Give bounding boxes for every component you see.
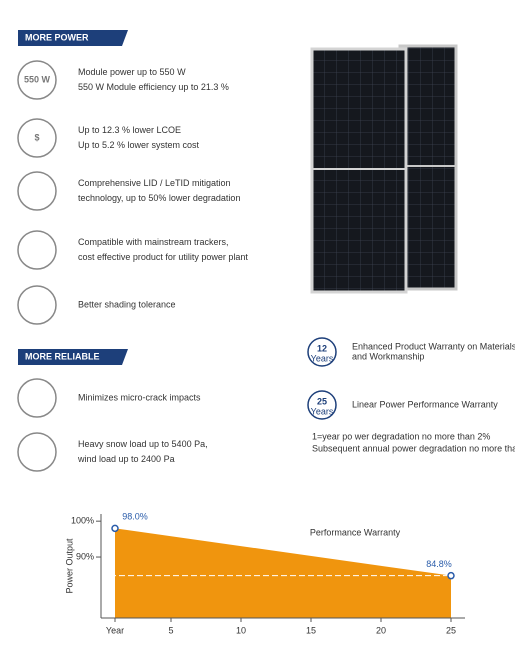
icon-label: $ [34, 132, 39, 142]
warranty-text: and Workmanship [352, 351, 424, 361]
warranty-badge [307, 390, 337, 420]
y-tick-label: 90% [76, 551, 94, 561]
y-tick-label: 100% [71, 516, 94, 526]
x-tick-label: 10 [236, 625, 246, 635]
item-text: Comprehensive LID / LeTID mitigation [78, 178, 231, 188]
icon-label: 550 W [24, 74, 51, 84]
item-icon [17, 230, 57, 270]
section-banner [18, 30, 128, 46]
data-point [111, 524, 119, 533]
x-tick-label: 20 [376, 625, 386, 635]
warranty-note: 1=year po wer degradation no more than 2… [312, 431, 490, 441]
item-icon [17, 171, 57, 211]
warranty-text: Linear Power Performance Warranty [352, 399, 498, 409]
item-text: Compatible with mainstream trackers, [78, 237, 229, 247]
warranty-note: Subsequent annual power degradation no m… [312, 443, 515, 453]
item-icon [17, 432, 57, 472]
badge-number: 12 [317, 343, 327, 353]
item-text: wind load up to 2400 Pa [77, 454, 175, 464]
value-label: 98.0% [122, 512, 148, 522]
item-text: Module power up to 550 W [78, 67, 186, 77]
data-point [447, 571, 455, 580]
y-axis-label: Power Output [64, 538, 74, 594]
section-banner [18, 349, 128, 365]
item-text: Up to 12.3 % lower LCOE [78, 125, 181, 135]
x-tick-label: 15 [306, 625, 316, 635]
chart-title: Performance Warranty [310, 527, 401, 537]
section-title: MORE POWER [25, 32, 89, 42]
item-icon [17, 378, 57, 418]
item-text: Better shading tolerance [78, 299, 176, 309]
item-icon [17, 118, 57, 158]
badge-unit: Years [311, 353, 334, 363]
item-text: 550 W Module efficiency up to 21.3 % [78, 82, 229, 92]
item-icon [17, 60, 57, 100]
x-tick-label: 5 [168, 625, 173, 635]
warranty-text: Enhanced Product Warranty on Materials [352, 341, 515, 351]
x-tick-label: Year [106, 625, 124, 635]
value-label: 84.8% [426, 559, 452, 569]
badge-unit: Years [311, 406, 334, 416]
item-icon [17, 285, 57, 325]
x-tick-label: 25 [446, 625, 456, 635]
warranty-area [115, 528, 451, 618]
item-text: technology, up to 50% lower degradation [78, 193, 240, 203]
warranty-badge [307, 337, 337, 367]
section-title: MORE RELIABLE [25, 351, 100, 361]
badge-number: 25 [317, 396, 327, 406]
item-text: Heavy snow load up to 5400 Pa, [78, 439, 208, 449]
item-text: Minimizes micro-crack impacts [78, 392, 201, 402]
item-text: cost effective product for utility power… [78, 252, 248, 262]
panel-image [310, 44, 458, 294]
item-text: Up to 5.2 % lower system cost [78, 140, 200, 150]
